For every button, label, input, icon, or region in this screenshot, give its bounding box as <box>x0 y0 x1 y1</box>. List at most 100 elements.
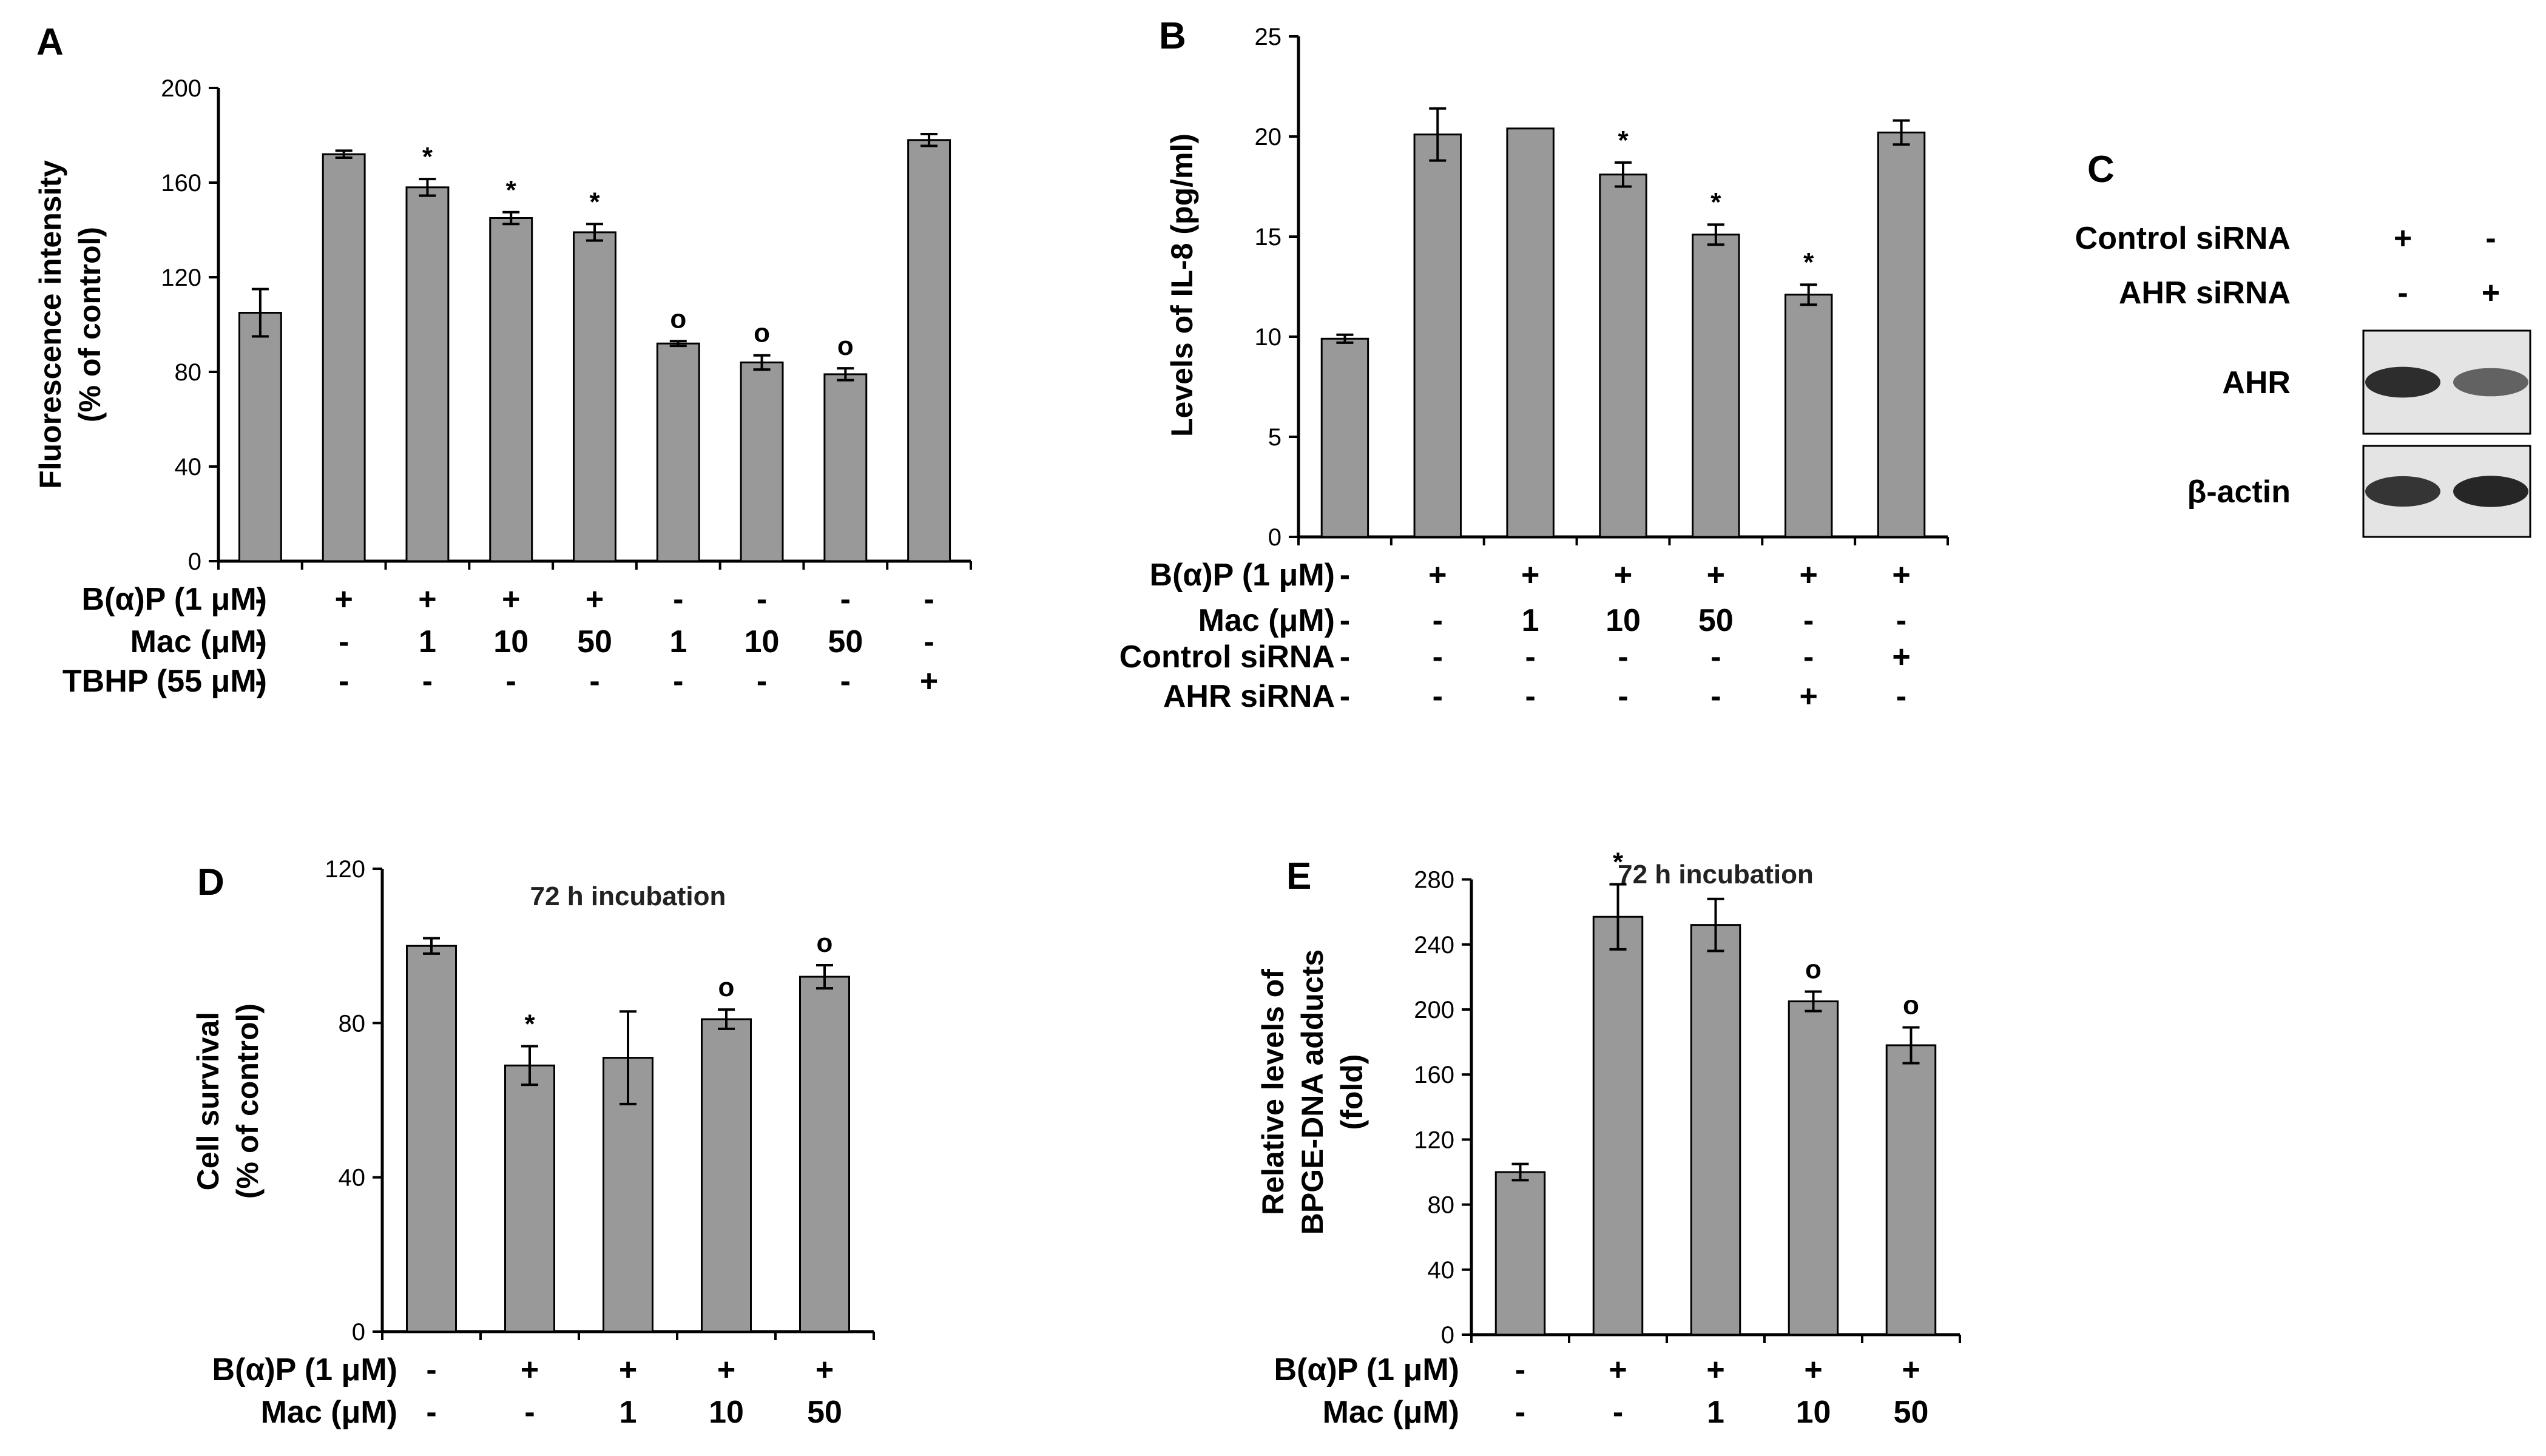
panel-c-western-blot: C Control siRNA + - AHR siRNA - + AHR β-actin <box>2075 149 2531 538</box>
blot-band-label: β-actin <box>2187 474 2291 510</box>
y-tick-label: 0 <box>352 1319 365 1346</box>
condition-row-label: B(α)P (1 μM) <box>212 1352 397 1387</box>
annotation-label: 72 h incubation <box>1618 860 1814 889</box>
condition-row-label: Mac (μM) <box>130 624 267 659</box>
condition-value: 10 <box>1606 603 1641 638</box>
significance-marker: o <box>817 928 833 958</box>
condition-value: + <box>586 582 604 617</box>
y-tick-label: 80 <box>339 1010 366 1037</box>
y-tick-label: 0 <box>1441 1322 1454 1349</box>
y-axis-label: (% of control) <box>231 1003 265 1199</box>
y-tick-label: 20 <box>1255 124 1282 150</box>
blot-band <box>2453 368 2528 397</box>
panel-letter: C <box>2087 149 2115 190</box>
condition-row-label: Mac (μM) <box>1198 603 1335 638</box>
bar <box>1885 1044 1937 1336</box>
condition-value: + <box>1706 1352 1724 1387</box>
condition-value: 10 <box>709 1395 744 1430</box>
condition-value: 1 <box>620 1395 637 1430</box>
y-tick-label: 80 <box>175 359 202 386</box>
bar <box>1320 337 1369 538</box>
condition-value: - <box>757 582 767 617</box>
y-axis-label: Relative levels of <box>1256 969 1290 1215</box>
significance-marker: * <box>1618 126 1629 155</box>
condition-value: - <box>1896 679 1906 714</box>
condition-value: - <box>1613 1395 1623 1430</box>
y-axis-label: BPGE-DNA adducts <box>1295 949 1329 1235</box>
condition-value: - <box>840 664 851 699</box>
condition-value: + <box>521 1352 539 1387</box>
bar <box>1877 131 1926 538</box>
panel-letter: B <box>1159 15 1186 57</box>
condition-value: - <box>1618 639 1628 675</box>
condition-value: - <box>339 624 349 659</box>
condition-value: - <box>426 1395 436 1430</box>
condition-value: - <box>1340 679 1350 714</box>
condition-value: - <box>422 664 433 699</box>
bar <box>740 361 784 562</box>
condition-value: 50 <box>807 1395 842 1430</box>
y-tick-label: 0 <box>1268 524 1281 551</box>
y-tick-label: 25 <box>1255 24 1282 50</box>
bar <box>573 231 616 562</box>
significance-marker: o <box>1903 990 1919 1020</box>
significance-marker: * <box>506 175 517 205</box>
blot-band <box>2365 476 2440 507</box>
condition-value: - <box>840 582 851 617</box>
y-tick-label: 40 <box>339 1165 366 1191</box>
y-tick-label: 200 <box>161 75 201 102</box>
significance-marker: o <box>1805 955 1822 985</box>
condition-row-label: B(α)P (1 μM) <box>1274 1352 1459 1387</box>
condition-value: + <box>1892 558 1910 593</box>
bar <box>504 1064 555 1333</box>
y-axis-label: Cell survival <box>191 1012 225 1191</box>
condition-value: - <box>524 1395 535 1430</box>
condition-value: - <box>1525 639 1535 675</box>
condition-value: - <box>1433 679 1443 714</box>
y-tick-label: 5 <box>1268 424 1281 451</box>
y-tick-label: 280 <box>1414 867 1454 894</box>
condition-value: 10 <box>493 624 528 659</box>
condition-value: 1 <box>669 624 687 659</box>
bar <box>322 153 366 562</box>
condition-row-label: Mac (μM) <box>261 1395 397 1430</box>
bar <box>799 976 850 1333</box>
condition-value: + <box>1800 558 1818 593</box>
blot-band <box>2365 366 2440 398</box>
condition-value: - <box>506 664 516 699</box>
significance-marker: o <box>718 972 735 1002</box>
condition-row-label: Control siRNA <box>1119 639 1335 675</box>
bar <box>907 139 951 562</box>
condition-value: - <box>673 664 683 699</box>
panel-letter: E <box>1286 855 1311 897</box>
bar <box>238 312 282 562</box>
blot-condition-label: AHR siRNA <box>2119 275 2291 311</box>
y-tick-label: 160 <box>1414 1062 1454 1088</box>
condition-value: - <box>1433 603 1443 638</box>
bar <box>823 373 868 562</box>
condition-value: - <box>1710 679 1721 714</box>
condition-value: + <box>1521 558 1539 593</box>
condition-value: + <box>717 1352 735 1387</box>
condition-value: - <box>589 664 599 699</box>
condition-value: - <box>1340 558 1350 593</box>
condition-row-label: AHR siRNA <box>1163 679 1335 714</box>
y-tick-label: 40 <box>1428 1257 1455 1284</box>
blot-condition-value: - <box>2397 275 2408 311</box>
condition-value: + <box>1800 679 1818 714</box>
y-tick-label: 15 <box>1255 224 1282 251</box>
condition-value: 50 <box>577 624 612 659</box>
condition-value: 1 <box>1707 1395 1724 1430</box>
condition-value: 1 <box>419 624 436 659</box>
bar <box>1692 234 1740 538</box>
annotation-label: 72 h incubation <box>530 881 726 911</box>
blot-condition-label: Control siRNA <box>2075 221 2291 256</box>
condition-value: - <box>924 582 934 617</box>
bar <box>1506 127 1555 538</box>
y-axis-label: (fold) <box>1335 1054 1369 1130</box>
condition-value: - <box>1618 679 1628 714</box>
condition-value: 10 <box>1796 1395 1831 1430</box>
significance-marker: o <box>670 304 686 334</box>
